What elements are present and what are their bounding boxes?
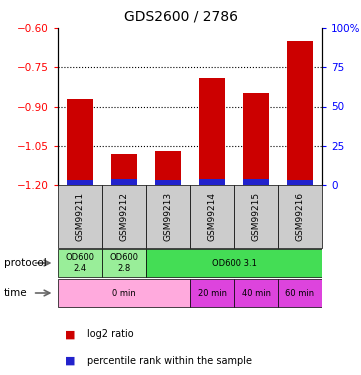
Text: GSM99213: GSM99213 [164,192,173,241]
Bar [287,41,313,185]
Text: protocol: protocol [4,258,46,268]
Text: OD600 3.1: OD600 3.1 [212,258,256,267]
FancyBboxPatch shape [278,185,322,248]
FancyBboxPatch shape [146,185,190,248]
Text: GSM99211: GSM99211 [75,192,84,241]
Bar [287,180,313,185]
Text: ■: ■ [65,356,76,366]
Bar [199,179,225,185]
Bar [67,180,93,185]
FancyBboxPatch shape [278,279,322,308]
FancyBboxPatch shape [102,185,146,248]
FancyBboxPatch shape [58,185,102,248]
Text: OD600
2.4: OD600 2.4 [65,253,95,273]
Bar [111,179,137,185]
FancyBboxPatch shape [58,249,102,278]
Bar [67,99,93,185]
Text: log2 ratio: log2 ratio [87,329,134,339]
Text: 0 min: 0 min [112,288,136,297]
Bar [155,151,181,185]
Text: 20 min: 20 min [197,288,226,297]
FancyBboxPatch shape [190,185,234,248]
Text: GDS2600 / 2786: GDS2600 / 2786 [123,9,238,23]
Text: ■: ■ [65,329,76,339]
FancyBboxPatch shape [190,279,234,308]
Bar [243,179,269,185]
Bar [243,93,269,185]
Text: GSM99215: GSM99215 [252,192,261,241]
Text: GSM99214: GSM99214 [208,192,217,241]
Bar [155,180,181,185]
Text: 60 min: 60 min [286,288,314,297]
FancyBboxPatch shape [234,279,278,308]
Text: GSM99216: GSM99216 [296,192,304,241]
FancyBboxPatch shape [146,249,322,278]
Bar [111,154,137,185]
FancyBboxPatch shape [58,279,190,308]
FancyBboxPatch shape [102,249,146,278]
Text: percentile rank within the sample: percentile rank within the sample [87,356,252,366]
FancyBboxPatch shape [234,185,278,248]
Text: OD600
2.8: OD600 2.8 [109,253,139,273]
Text: GSM99212: GSM99212 [119,192,129,241]
Text: 40 min: 40 min [242,288,270,297]
Bar [199,78,225,185]
Text: time: time [4,288,27,298]
